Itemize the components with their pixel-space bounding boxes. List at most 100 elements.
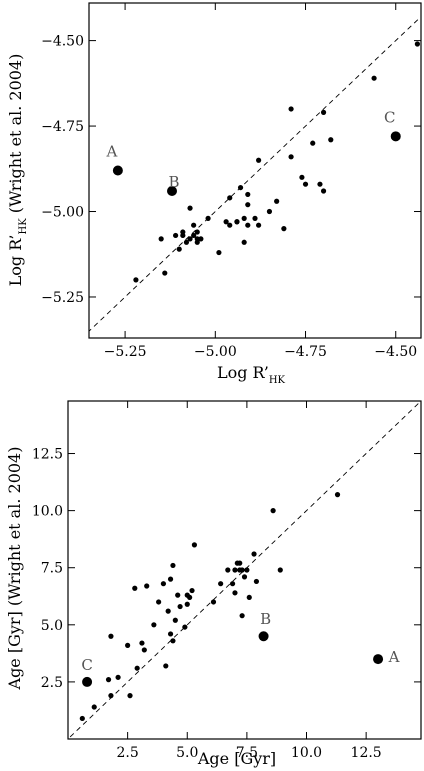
bottom-highlight-label-c: C bbox=[81, 656, 92, 674]
bottom-data-point bbox=[141, 647, 147, 653]
bottom-data-point bbox=[163, 663, 169, 669]
top-data-point bbox=[191, 222, 197, 228]
top-data-point bbox=[227, 195, 233, 201]
bottom-data-point bbox=[237, 560, 243, 566]
bottom-data-point bbox=[108, 633, 114, 639]
top-data-point bbox=[320, 188, 327, 194]
bottom-y-tick-label: 7.5 bbox=[41, 561, 63, 577]
top-data-point bbox=[183, 239, 190, 245]
bottom-data-point bbox=[105, 677, 112, 683]
top-highlight-point-a bbox=[112, 165, 123, 176]
top-data-point bbox=[281, 226, 287, 232]
bottom-data-point bbox=[167, 576, 174, 582]
bottom-data-point bbox=[127, 693, 133, 699]
top-plot-frame bbox=[88, 2, 422, 339]
bottom-data-point bbox=[229, 581, 236, 587]
bottom-data-point bbox=[170, 562, 176, 569]
top-data-point bbox=[310, 140, 316, 146]
bottom-y-tick-label: 5.0 bbox=[41, 618, 63, 634]
top-data-point bbox=[227, 222, 233, 228]
bottom-y-tick-label: 10.0 bbox=[32, 504, 63, 520]
bottom-data-point bbox=[167, 631, 174, 637]
top-data-point bbox=[180, 232, 186, 239]
bottom-highlight-point-c bbox=[82, 676, 93, 687]
top-data-point bbox=[176, 246, 182, 252]
top-data-point bbox=[328, 137, 334, 143]
top-data-point bbox=[288, 106, 294, 112]
bottom-data-point bbox=[151, 622, 157, 628]
top-data-point bbox=[133, 277, 139, 283]
bottom-x-axis-label: Age [Gyr] bbox=[197, 749, 276, 768]
top-highlight-label-c: C bbox=[384, 108, 395, 126]
top-data-point bbox=[245, 202, 251, 208]
top-x-tick-label: −4.75 bbox=[284, 344, 327, 360]
bottom-highlight-label-a: A bbox=[388, 648, 400, 666]
bottom-data-point bbox=[165, 608, 171, 614]
bottom-y-tick-label: 12.5 bbox=[32, 447, 63, 463]
top-data-point bbox=[256, 222, 262, 228]
bottom-data-point bbox=[239, 567, 245, 573]
top-y-axis-label: Log R’HK (Wright et al. 2004) bbox=[6, 54, 29, 287]
top-highlight-point-c bbox=[390, 131, 401, 142]
bottom-y-tick-label: 2.5 bbox=[41, 675, 63, 691]
bottom-data-point bbox=[139, 640, 145, 646]
top-data-point bbox=[194, 236, 200, 242]
top-data-point bbox=[173, 232, 179, 239]
top-data-point bbox=[241, 239, 247, 245]
top-data-point bbox=[194, 229, 200, 235]
top-y-tick-label: −5.25 bbox=[41, 290, 84, 306]
bottom-data-point bbox=[79, 715, 85, 722]
bottom-data-point bbox=[170, 638, 176, 644]
top-data-point bbox=[288, 154, 294, 160]
bottom-data-point bbox=[108, 693, 114, 699]
top-x-tick-label: −5.00 bbox=[194, 344, 237, 360]
bottom-data-point bbox=[251, 551, 257, 557]
top-highlight-label-b: B bbox=[168, 173, 179, 191]
bottom-highlight-point-b bbox=[258, 631, 269, 642]
top-data-point bbox=[241, 215, 247, 221]
top-x-tick-label: −5.25 bbox=[104, 344, 147, 360]
bottom-data-point bbox=[182, 624, 188, 630]
top-data-point bbox=[252, 215, 258, 221]
bottom-data-point bbox=[156, 599, 162, 605]
bottom-data-point bbox=[144, 583, 150, 589]
top-data-point bbox=[245, 222, 251, 228]
top-x-axis-label: Log R’HK bbox=[217, 363, 286, 386]
bottom-chart: Age [Gyr] Age [Gyr] (Wright et al. 2004)… bbox=[5, 400, 422, 768]
top-data-point bbox=[266, 208, 273, 215]
bottom-highlight-point-a bbox=[373, 654, 384, 665]
top-data-point bbox=[237, 184, 244, 191]
top-one-to-one-line bbox=[89, 16, 421, 332]
bottom-x-tick-label: 2.5 bbox=[116, 745, 138, 761]
bottom-x-tick-label: 7.5 bbox=[236, 745, 258, 761]
top-data-point bbox=[223, 219, 229, 225]
bottom-data-point bbox=[177, 603, 183, 610]
top-data-point bbox=[299, 174, 305, 180]
bottom-data-point bbox=[277, 567, 283, 573]
bottom-data-point bbox=[132, 585, 138, 591]
bottom-data-point bbox=[172, 617, 178, 623]
bottom-highlight-label-b: B bbox=[260, 610, 271, 628]
bottom-data-point bbox=[125, 642, 131, 648]
top-data-point bbox=[245, 191, 251, 198]
bottom-data-point bbox=[191, 542, 198, 548]
top-chart: Log R’HK Log R’HK (Wright et al. 2004) −… bbox=[6, 2, 422, 386]
top-highlight-label-a: A bbox=[105, 143, 117, 161]
top-data-point bbox=[162, 270, 168, 276]
top-data-point bbox=[198, 236, 204, 242]
top-highlight-point-b bbox=[167, 186, 177, 197]
top-x-tick-label: −4.50 bbox=[374, 344, 417, 360]
top-data-point bbox=[371, 75, 377, 81]
top-y-tick-label: −4.75 bbox=[41, 119, 84, 135]
bottom-data-point bbox=[232, 567, 238, 573]
bottom-data-point bbox=[160, 581, 167, 587]
bottom-data-point bbox=[184, 601, 190, 607]
bottom-data-point bbox=[334, 492, 341, 498]
bottom-data-point bbox=[241, 574, 248, 580]
top-data-point bbox=[234, 219, 240, 225]
top-data-point bbox=[187, 236, 193, 242]
bottom-x-tick-label: 5.0 bbox=[176, 745, 198, 761]
bottom-data-point bbox=[270, 508, 276, 514]
bottom-data-point bbox=[253, 578, 260, 585]
bottom-data-point bbox=[225, 567, 231, 573]
